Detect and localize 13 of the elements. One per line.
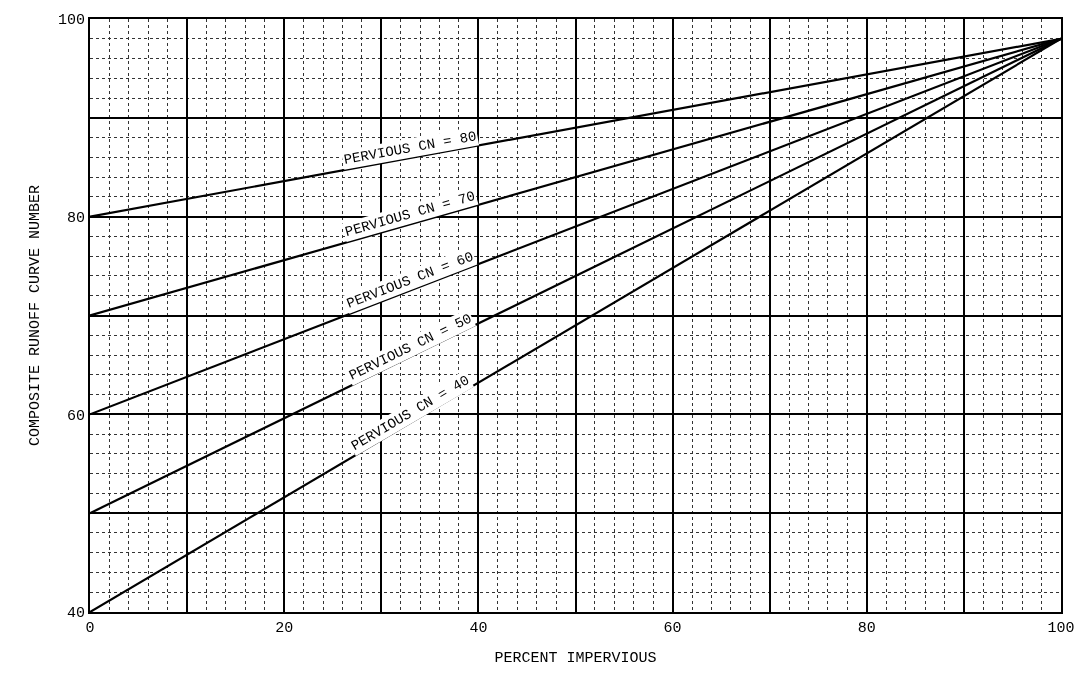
x-tick-label: 20 [275,620,294,637]
x-tick-label: 100 [1047,620,1075,637]
x-tick-label: 0 [85,620,95,637]
y-tick-label: 100 [57,12,85,30]
y-tick-label: 80 [66,209,85,227]
y-tick-label: 40 [66,605,85,623]
x-tick-label: 40 [469,620,488,637]
y-axis-title: COMPOSITE RUNOFF CURVE NUMBER [26,184,44,447]
y-tick-label: 60 [66,407,85,425]
x-axis-title: PERCENT IMPERVIOUS [494,649,657,667]
x-tick-label: 80 [857,620,876,637]
text: PERVIOUS CN = 80 [342,128,478,168]
x-tick-label: 60 [663,620,682,637]
